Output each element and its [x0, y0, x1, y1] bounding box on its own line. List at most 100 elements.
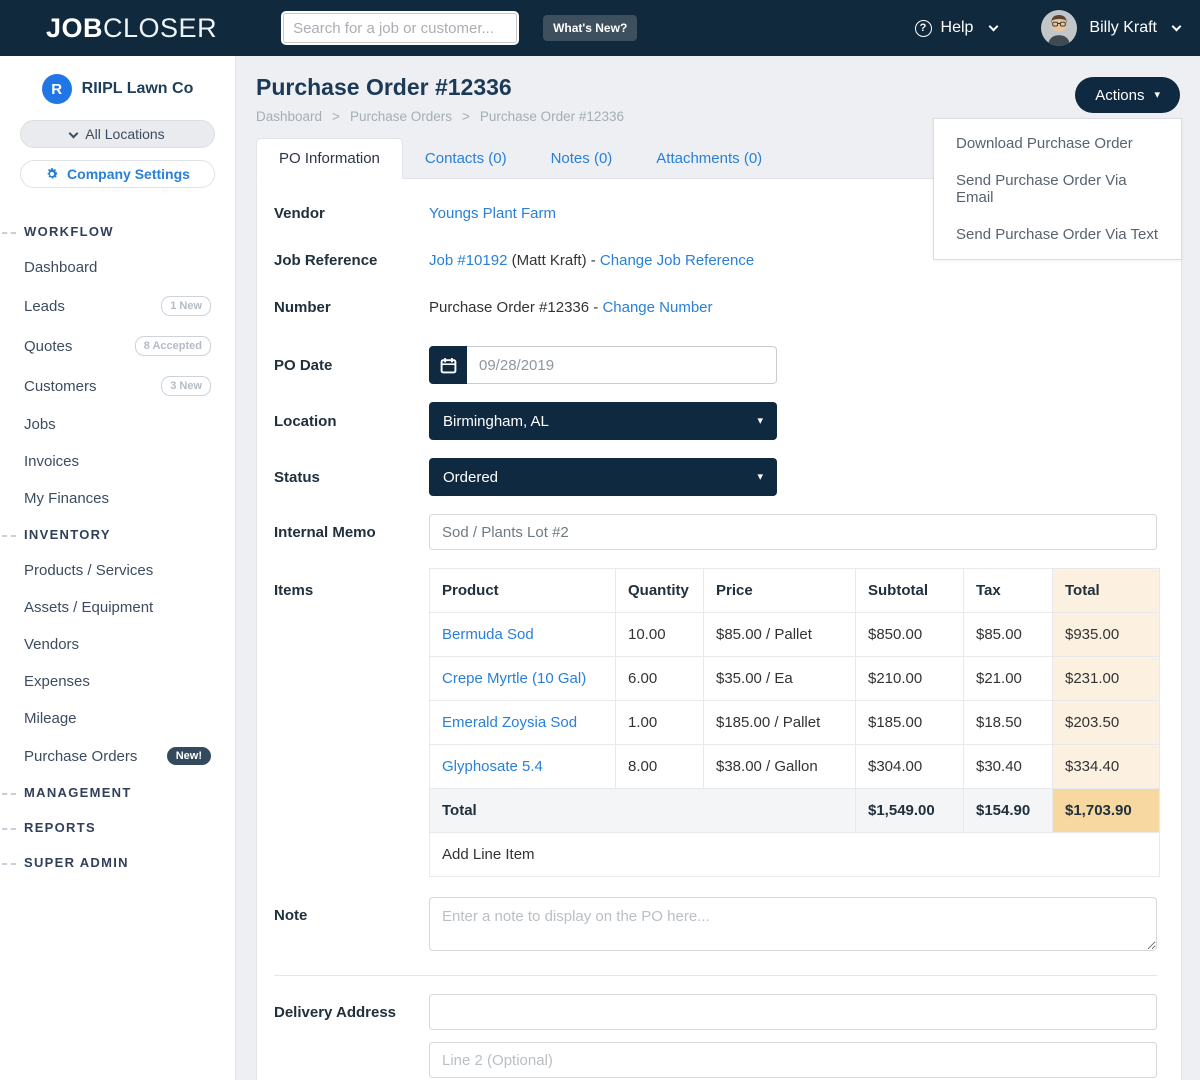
menu-item-send-po-via-email[interactable]: Send Purchase Order Via Email [934, 162, 1181, 216]
customers-badge: 3 New [161, 376, 211, 396]
vendor-link[interactable]: Youngs Plant Farm [429, 205, 556, 222]
note-textarea[interactable] [429, 897, 1157, 951]
menu-item-send-po-via-text[interactable]: Send Purchase Order Via Text [934, 216, 1181, 253]
column-header-quantity: Quantity [616, 569, 704, 613]
company-name: RIIPL Lawn Co [82, 80, 194, 98]
sidebar-item-quotes[interactable]: Quotes8 Accepted [0, 326, 235, 366]
sidebar-item-purchase-orders[interactable]: Purchase OrdersNew! [0, 737, 235, 775]
actions-button-label: Actions [1095, 87, 1144, 104]
tab-notes[interactable]: Notes (0) [529, 139, 635, 178]
avatar[interactable] [1041, 10, 1077, 46]
tax-cell: $85.00 [964, 613, 1053, 657]
chevron-down-icon [989, 21, 999, 31]
job-reference-owner: (Matt Kraft) - [512, 252, 596, 269]
sidebar-item-label: Jobs [24, 416, 56, 433]
help-label: Help [941, 19, 974, 37]
job-reference-link[interactable]: Job #10192 [429, 252, 507, 269]
sidebar-item-label: Leads [24, 298, 65, 315]
subtotal-cell: $210.00 [856, 657, 964, 701]
tab-contacts[interactable]: Contacts (0) [403, 139, 529, 178]
price-cell: $85.00 / Pallet [704, 613, 856, 657]
totals-subtotal: $1,549.00 [856, 789, 964, 833]
menu-item-download-purchase-order[interactable]: Download Purchase Order [934, 125, 1181, 162]
section-divider [274, 975, 1157, 976]
breadcrumb-dashboard[interactable]: Dashboard [256, 109, 322, 124]
sidebar-section-reports[interactable]: Reports [0, 810, 235, 845]
sidebar-item-customers[interactable]: Customers3 New [0, 366, 235, 406]
items-table: Product Quantity Price Subtotal Tax Tota… [429, 568, 1160, 877]
totals-row: Total $1,549.00 $154.90 $1,703.90 [430, 789, 1160, 833]
add-line-item-row: Add Line Item [430, 833, 1160, 877]
add-line-item-link[interactable]: Add Line Item [430, 833, 1160, 877]
product-link[interactable]: Emerald Zoysia Sod [442, 714, 577, 731]
product-link[interactable]: Bermuda Sod [442, 626, 534, 643]
location-select[interactable]: Birmingham, AL ▾ [429, 402, 777, 440]
user-chevron-down-icon[interactable] [1172, 21, 1182, 31]
product-link[interactable]: Crepe Myrtle (10 Gal) [442, 670, 586, 687]
breadcrumb-purchase-orders[interactable]: Purchase Orders [350, 109, 452, 124]
sidebar-item-products-services[interactable]: Products / Services [0, 552, 235, 589]
search-input[interactable] [281, 11, 519, 45]
sidebar-item-expenses[interactable]: Expenses [0, 663, 235, 700]
delivery-address-line2-input[interactable] [429, 1042, 1157, 1078]
items-table-header-row: Product Quantity Price Subtotal Tax Tota… [430, 569, 1160, 613]
actions-button[interactable]: Actions ▾ [1075, 77, 1180, 113]
quantity-cell: 10.00 [616, 613, 704, 657]
po-date-row: PO Date [274, 346, 1157, 384]
totals-label: Total [430, 789, 856, 833]
sidebar: R RIIPL Lawn Co All Locations Company Se… [0, 56, 236, 1080]
change-job-reference-link[interactable]: Change Job Reference [600, 252, 754, 269]
note-label: Note [274, 897, 429, 955]
internal-memo-label: Internal Memo [274, 524, 429, 541]
column-header-product: Product [430, 569, 616, 613]
subtotal-cell: $185.00 [856, 701, 964, 745]
sidebar-section-workflow[interactable]: Workflow [0, 214, 235, 249]
page-title: Purchase Order #12336 [256, 74, 1182, 100]
change-number-link[interactable]: Change Number [602, 299, 712, 316]
status-label: Status [274, 469, 429, 486]
items-row: Items Product Quantity Price Subtotal Ta… [274, 568, 1157, 877]
sidebar-section-management[interactable]: Management [0, 775, 235, 810]
note-row: Note [274, 897, 1157, 955]
sidebar-item-my-finances[interactable]: My Finances [0, 480, 235, 517]
tax-cell: $30.40 [964, 745, 1053, 789]
calendar-icon [440, 357, 457, 374]
whats-new-button[interactable]: What's New? [543, 15, 637, 41]
app-logo: JOBCLOSER [46, 13, 217, 44]
help-menu[interactable]: ? Help [915, 19, 998, 37]
sidebar-item-dashboard[interactable]: Dashboard [0, 249, 235, 286]
subtotal-cell: $850.00 [856, 613, 964, 657]
vendor-label: Vendor [274, 205, 429, 222]
sidebar-item-vendors[interactable]: Vendors [0, 626, 235, 663]
sidebar-item-mileage[interactable]: Mileage [0, 700, 235, 737]
po-information-panel: Vendor Youngs Plant Farm Job Reference J… [256, 178, 1182, 1080]
location-select-value: Birmingham, AL [443, 413, 549, 430]
table-row: Crepe Myrtle (10 Gal) 6.00 $35.00 / Ea $… [430, 657, 1160, 701]
internal-memo-input[interactable] [429, 514, 1157, 550]
column-header-subtotal: Subtotal [856, 569, 964, 613]
company-logo: R [42, 74, 72, 104]
location-selector[interactable]: All Locations [20, 120, 215, 148]
delivery-address-row: Delivery Address [274, 994, 1157, 1078]
sidebar-item-invoices[interactable]: Invoices [0, 443, 235, 480]
table-row: Emerald Zoysia Sod 1.00 $185.00 / Pallet… [430, 701, 1160, 745]
sidebar-section-inventory[interactable]: Inventory [0, 517, 235, 552]
delivery-address-line1-input[interactable] [429, 994, 1157, 1030]
status-select[interactable]: Ordered ▾ [429, 458, 777, 496]
product-link[interactable]: Glyphosate 5.4 [442, 758, 543, 775]
tab-attachments[interactable]: Attachments (0) [634, 139, 784, 178]
sidebar-item-leads[interactable]: Leads1 New [0, 286, 235, 326]
company-settings-button[interactable]: Company Settings [20, 160, 215, 188]
sidebar-item-jobs[interactable]: Jobs [0, 406, 235, 443]
number-row: Number Purchase Order #12336 - Change Nu… [274, 299, 1157, 316]
status-select-value: Ordered [443, 469, 498, 486]
user-name[interactable]: Billy Kraft [1089, 19, 1157, 37]
sidebar-item-assets-equipment[interactable]: Assets / Equipment [0, 589, 235, 626]
table-row: Glyphosate 5.4 8.00 $38.00 / Gallon $304… [430, 745, 1160, 789]
breadcrumb-separator: > [462, 109, 470, 124]
calendar-button[interactable] [429, 346, 467, 384]
po-date-input[interactable] [467, 346, 777, 384]
tab-po-information[interactable]: PO Information [256, 138, 403, 179]
main-content: Purchase Order #12336 Dashboard > Purcha… [236, 56, 1200, 1080]
sidebar-section-super-admin[interactable]: Super Admin [0, 845, 235, 880]
